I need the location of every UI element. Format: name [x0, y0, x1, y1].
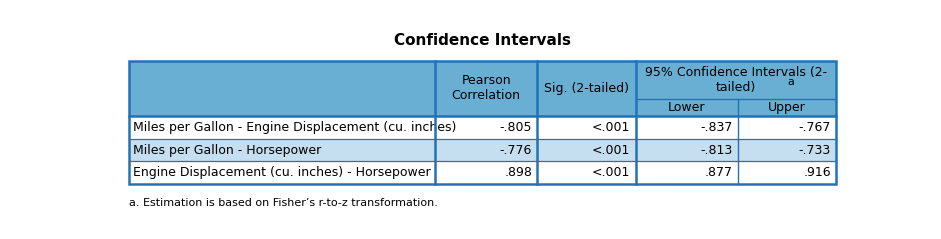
Text: -.733: -.733: [799, 144, 831, 157]
Text: Lower: Lower: [668, 101, 706, 114]
Text: a: a: [787, 77, 794, 87]
Text: Pearson
Correlation: Pearson Correlation: [452, 75, 520, 103]
Bar: [129, 116, 836, 139]
Bar: [129, 61, 836, 184]
Text: Upper: Upper: [768, 101, 805, 114]
Text: .877: .877: [705, 166, 733, 179]
Text: -.805: -.805: [500, 121, 533, 134]
Text: Confidence Intervals: Confidence Intervals: [393, 33, 571, 48]
Bar: [129, 61, 836, 116]
Text: <.001: <.001: [592, 166, 630, 179]
Text: <.001: <.001: [592, 144, 630, 157]
Bar: [129, 139, 836, 162]
Text: .898: .898: [504, 166, 533, 179]
Text: Miles per Gallon - Horsepower: Miles per Gallon - Horsepower: [133, 144, 321, 157]
Text: Miles per Gallon - Engine Displacement (cu. inches): Miles per Gallon - Engine Displacement (…: [133, 121, 456, 134]
Text: -.813: -.813: [700, 144, 733, 157]
Text: .916: .916: [804, 166, 831, 179]
Text: a. Estimation is based on Fisher’s r-to-z transformation.: a. Estimation is based on Fisher’s r-to-…: [129, 198, 438, 208]
Text: <.001: <.001: [592, 121, 630, 134]
Text: -.776: -.776: [500, 144, 533, 157]
Text: 95% Confidence Intervals (2-
tailed): 95% Confidence Intervals (2- tailed): [645, 66, 827, 94]
Text: -.767: -.767: [799, 121, 831, 134]
Bar: [129, 162, 836, 184]
Text: Sig. (2-tailed): Sig. (2-tailed): [544, 82, 629, 95]
Text: -.837: -.837: [700, 121, 733, 134]
Text: Engine Displacement (cu. inches) - Horsepower: Engine Displacement (cu. inches) - Horse…: [133, 166, 431, 179]
